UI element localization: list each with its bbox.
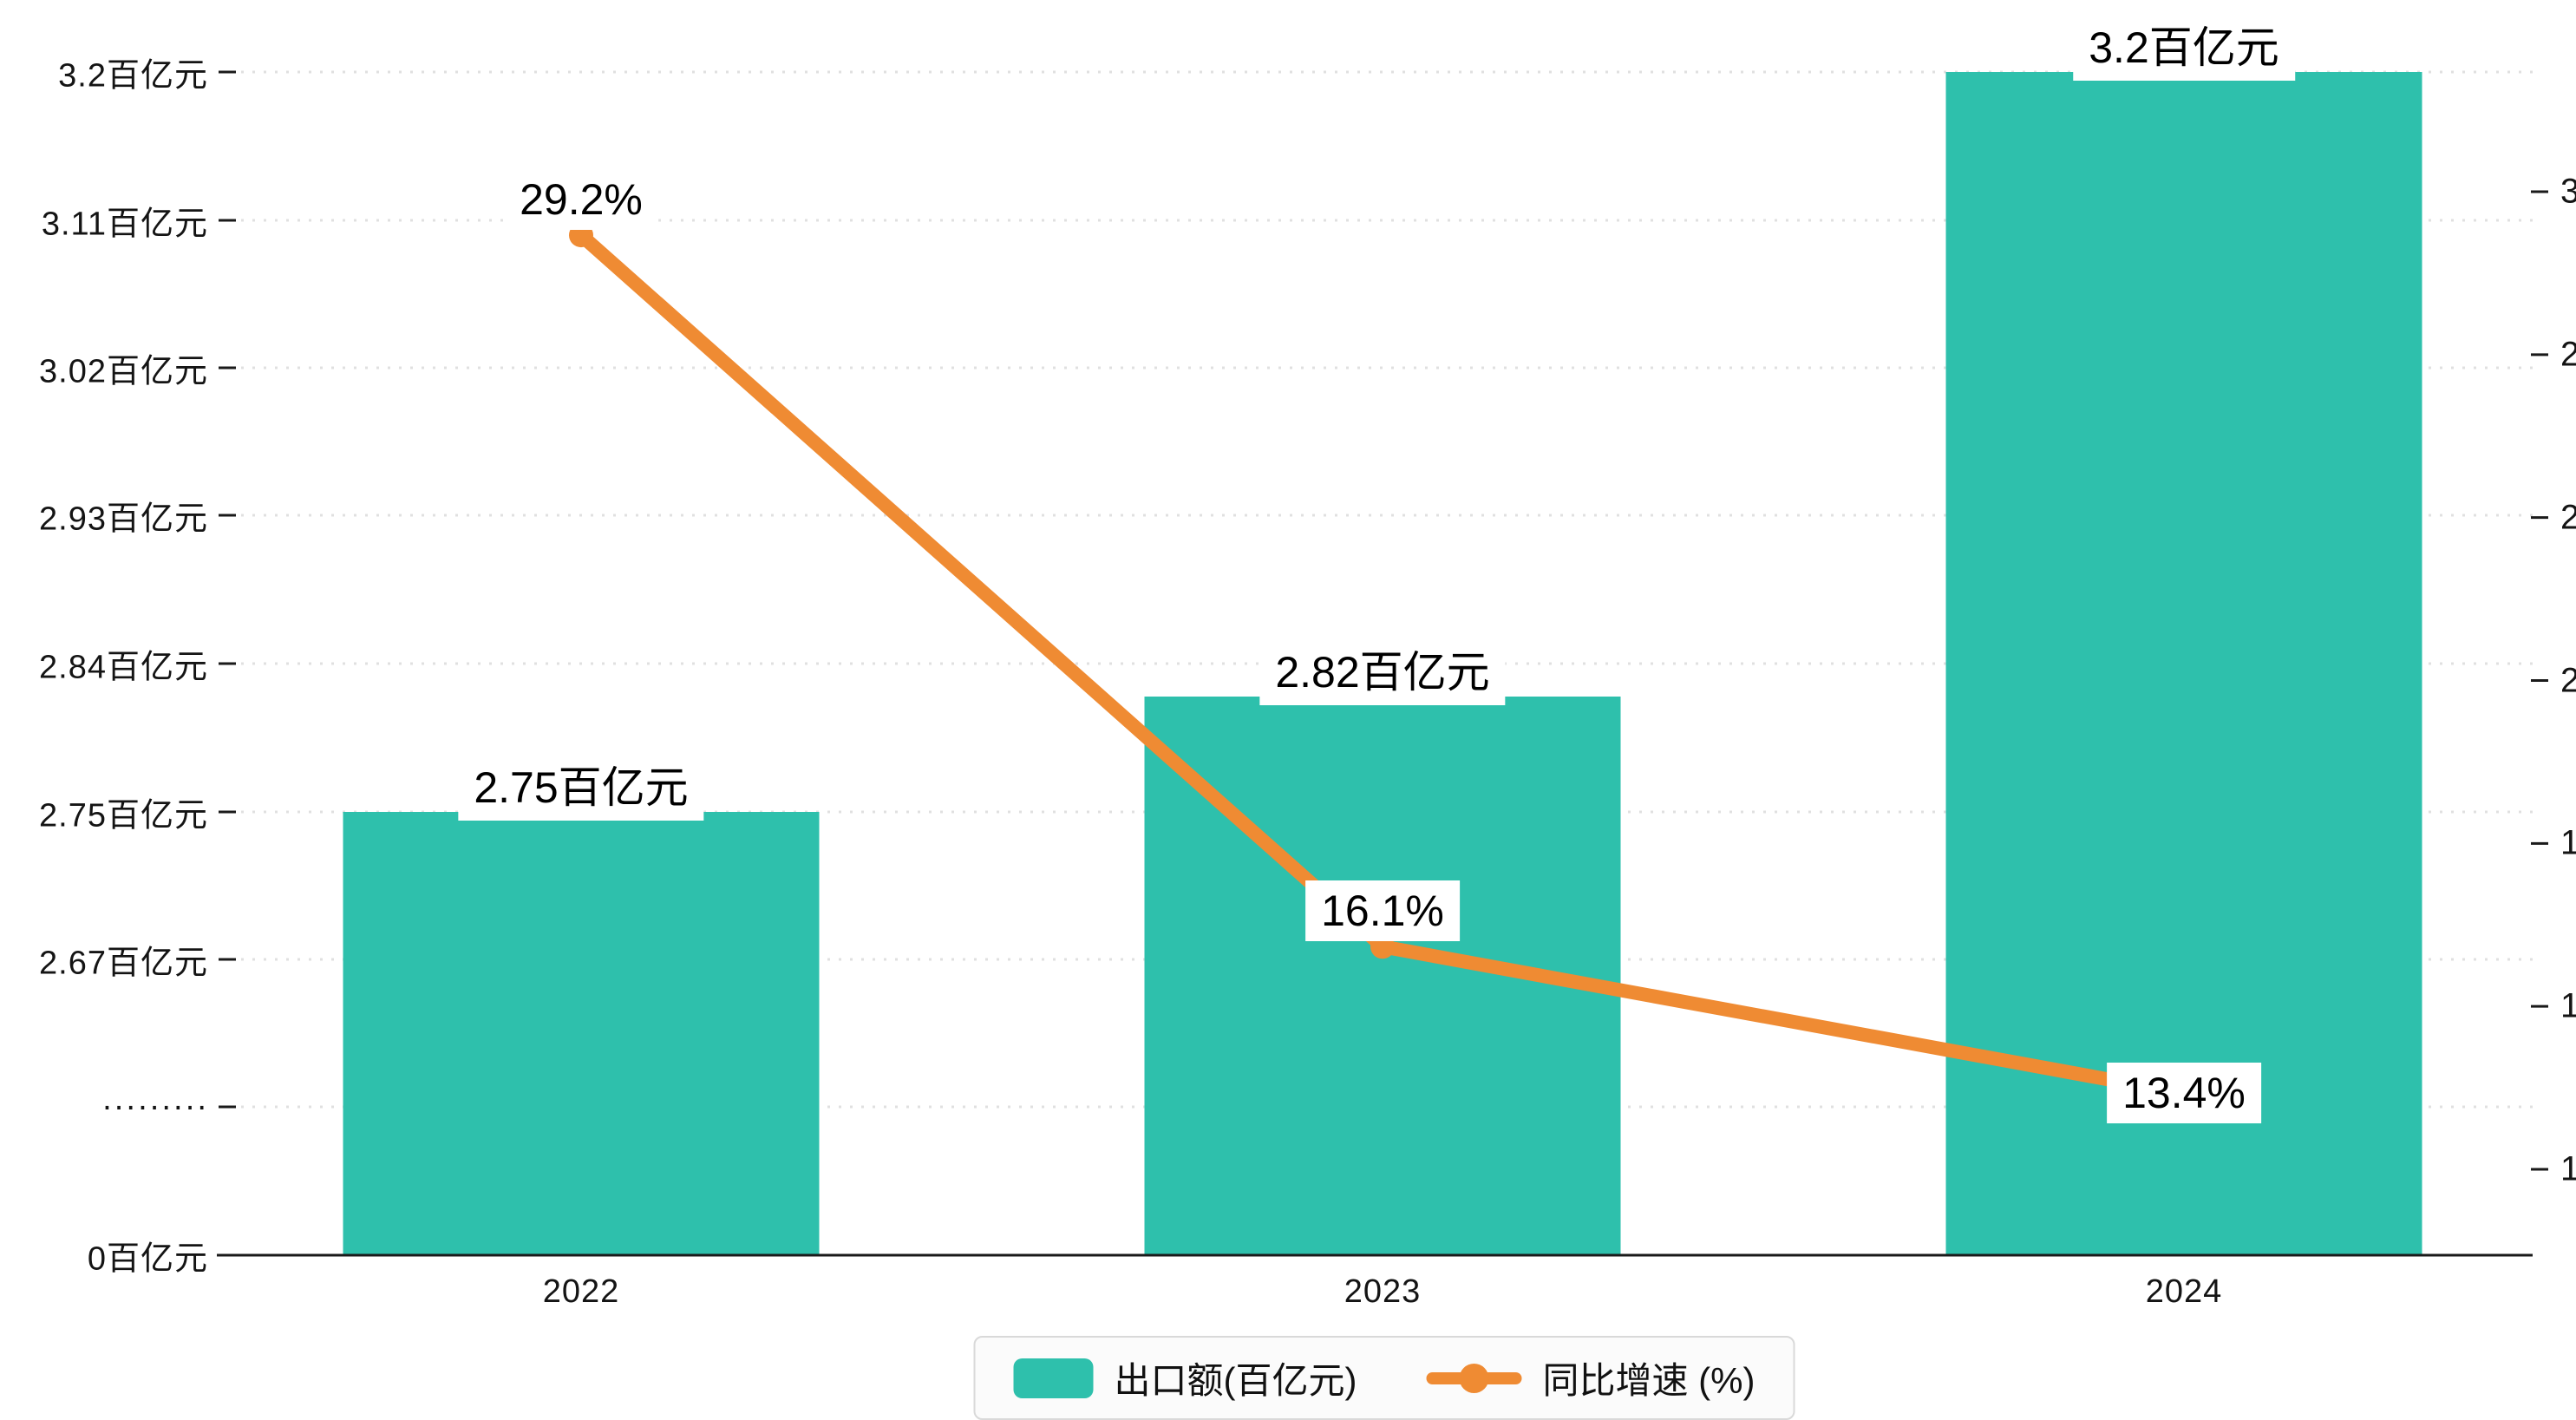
left-axis-label-6: 2.67百亿元 — [39, 945, 208, 982]
line-series-dot — [1459, 1363, 1489, 1393]
bar-value-label-2024: 3.2百亿元 — [2073, 8, 2295, 81]
right-axis-label-4: 18 — [2560, 823, 2576, 862]
line-value-label-2022: 29.2% — [504, 169, 658, 231]
legend: 出口额(百亿元) 同比增速 (%) — [973, 1336, 1795, 1420]
legend-label-export: 出口额(百亿元) — [1114, 1360, 1357, 1401]
legend-label-growth: 同比增速 (%) — [1542, 1360, 1755, 1401]
right-axis-label-2: 24 — [2560, 498, 2576, 537]
right-axis-label-0: 30 — [2560, 172, 2576, 211]
line-value-label-2023: 16.1% — [1305, 880, 1460, 942]
left-axis-label-5: 2.75百亿元 — [39, 797, 208, 834]
bar-2022[interactable] — [343, 812, 820, 1255]
left-axis-label-2: 3.02百亿元 — [39, 353, 208, 390]
left-axis-label-0: 3.2百亿元 — [58, 57, 208, 95]
x-axis-label-2022: 2022 — [542, 1273, 620, 1310]
right-axis-label-3: 21 — [2560, 661, 2576, 699]
x-axis-label-2023: 2023 — [1344, 1273, 1422, 1310]
right-axis-label-5: 15 — [2560, 986, 2576, 1025]
line-series-swatch — [1426, 1363, 1522, 1393]
line-value-label-2024: 13.4% — [2107, 1063, 2261, 1124]
x-axis-label-2024: 2024 — [2145, 1273, 2223, 1310]
left-axis-label-3: 2.93百亿元 — [39, 501, 208, 538]
legend-item-growth[interactable]: 同比增速 (%) — [1426, 1351, 1755, 1404]
legend-item-export[interactable]: 出口额(百亿元) — [1013, 1351, 1357, 1404]
right-axis-label-6: 12 — [2560, 1149, 2576, 1188]
right-axis-label-1: 27 — [2560, 335, 2576, 374]
bar-value-label-2022: 2.75百亿元 — [458, 748, 704, 821]
left-axis-label-8: 0百亿元 — [87, 1240, 208, 1278]
bar-series-swatch — [1013, 1358, 1094, 1398]
left-axis-label-7: ········· — [101, 1088, 208, 1125]
left-axis-label-1: 3.11百亿元 — [41, 206, 208, 243]
bar-value-label-2023: 2.82百亿元 — [1259, 632, 1506, 705]
left-axis-label-4: 2.84百亿元 — [39, 649, 208, 686]
